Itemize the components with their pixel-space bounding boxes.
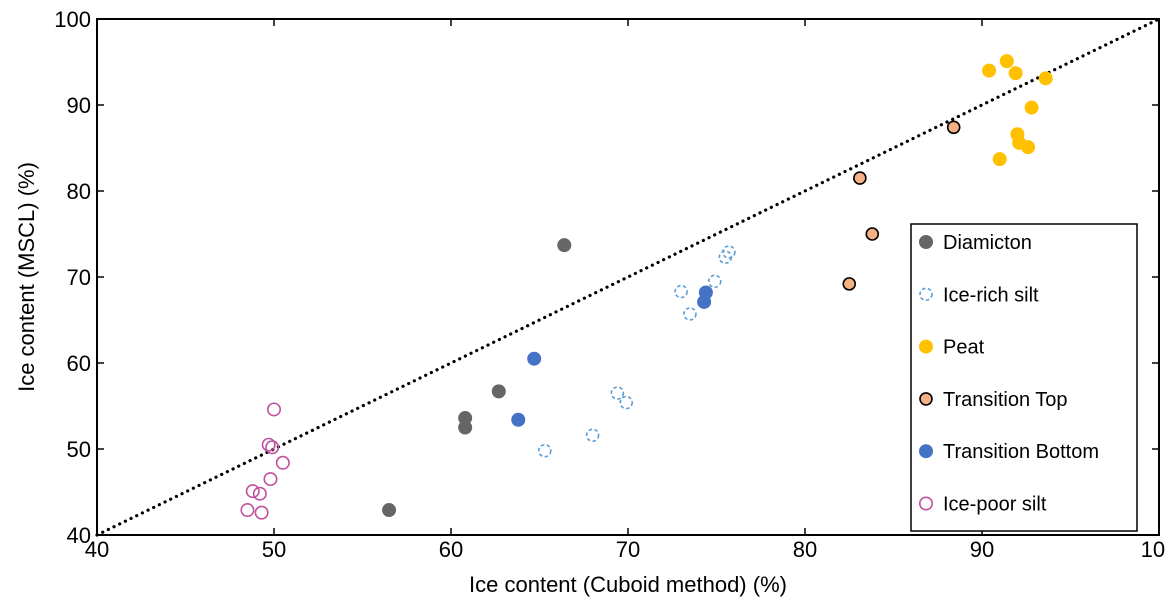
- data-point-ice-poor-silt: [265, 440, 280, 455]
- series-transition-top: [842, 120, 961, 291]
- series-peat: [982, 54, 1053, 167]
- data-point-transition-bottom: [527, 351, 542, 366]
- axis-ticks-layer: 40 50 60 70 80 90 100 40 50 60 70 80 90 100: [54, 7, 1166, 562]
- y-tick-label: 100: [54, 7, 91, 32]
- data-point-ice-rich-silt: [683, 307, 697, 321]
- data-point-diamicton: [491, 384, 506, 399]
- x-tick-label: 50: [262, 537, 286, 562]
- legend-label-ice-poor-silt: Ice-poor silt: [943, 494, 1047, 516]
- y-axis-title: Ice content (MSCL) (%): [14, 162, 39, 392]
- data-point-peat: [1038, 71, 1053, 86]
- y-tick-label: 60: [67, 351, 91, 376]
- data-point-ice-poor-silt: [275, 455, 290, 470]
- x-tick-label: 40: [85, 537, 109, 562]
- x-tick-label: 60: [439, 537, 463, 562]
- legend-marker-transition-top: [919, 392, 933, 406]
- series-transition-bottom: [511, 285, 713, 427]
- data-point-ice-poor-silt: [254, 505, 269, 520]
- data-point-diamicton: [458, 420, 473, 435]
- legend-label-peat: Peat: [943, 337, 985, 359]
- data-point-ice-rich-silt: [610, 386, 625, 400]
- legend-label-transition-top: Transition Top: [943, 389, 1068, 411]
- data-point-transition-bottom: [511, 412, 526, 427]
- data-point-ice-rich-silt: [707, 274, 722, 289]
- data-point-transition-top: [946, 120, 961, 135]
- data-point-peat: [1021, 140, 1036, 155]
- data-point-ice-poor-silt: [252, 486, 267, 501]
- x-axis-title: Ice content (Cuboid method) (%): [469, 572, 787, 597]
- legend-marker-transition-bottom: [919, 444, 933, 459]
- legend-label-transition-bottom: Transition Bottom: [943, 441, 1099, 463]
- y-tick-label: 50: [67, 437, 91, 462]
- data-point-transition-top: [865, 227, 880, 241]
- data-point-ice-poor-silt: [245, 484, 260, 499]
- data-point-peat: [1008, 66, 1023, 81]
- legend-label-ice-rich-silt: Ice-rich silt: [943, 284, 1039, 306]
- data-point-ice-rich-silt: [674, 284, 688, 299]
- data-point-ice-rich-silt: [619, 395, 634, 410]
- data-point-peat: [982, 63, 997, 78]
- legend-marker-ice-rich-silt: [919, 287, 933, 302]
- data-point-ice-poor-silt: [266, 402, 281, 417]
- legend-box: [910, 223, 1138, 532]
- series-ice-rich-silt: [538, 245, 736, 458]
- y-tick-label: 90: [67, 93, 91, 118]
- x-tick-label: 80: [793, 537, 817, 562]
- legend-marker-diamicton: [919, 235, 933, 249]
- data-point-transition-bottom: [698, 285, 713, 300]
- data-point-transition-top: [853, 171, 867, 185]
- data-point-ice-rich-silt: [585, 428, 600, 443]
- data-point-peat: [999, 54, 1014, 69]
- x-tick-label: 70: [616, 537, 640, 562]
- data-point-peat: [1024, 100, 1039, 115]
- data-point-diamicton: [557, 238, 572, 253]
- data-point-transition-top: [842, 277, 857, 291]
- legend-label-diamicton: Diamicton: [943, 232, 1032, 254]
- data-point-ice-rich-silt: [722, 245, 736, 259]
- legend: Diamicton Ice-rich silt Peat Transition Top…: [910, 223, 1138, 532]
- y-tick-label: 40: [67, 523, 91, 548]
- x-tick-label: 90: [970, 537, 994, 562]
- data-point-ice-rich-silt: [538, 443, 552, 458]
- data-points-layer: [240, 54, 1053, 520]
- series-ice-poor-silt: [240, 402, 290, 520]
- data-point-ice-poor-silt: [263, 472, 278, 487]
- y-tick-label: 80: [67, 179, 91, 204]
- data-point-peat: [992, 152, 1007, 167]
- data-point-diamicton: [382, 503, 397, 518]
- series-diamicton: [382, 238, 572, 518]
- legend-marker-ice-poor-silt: [918, 496, 933, 511]
- data-point-ice-poor-silt: [261, 437, 276, 452]
- legend-marker-peat: [919, 339, 933, 354]
- x-tick-label: 100: [1141, 537, 1166, 562]
- y-tick-label: 70: [67, 265, 91, 290]
- data-point-ice-poor-silt: [240, 503, 255, 518]
